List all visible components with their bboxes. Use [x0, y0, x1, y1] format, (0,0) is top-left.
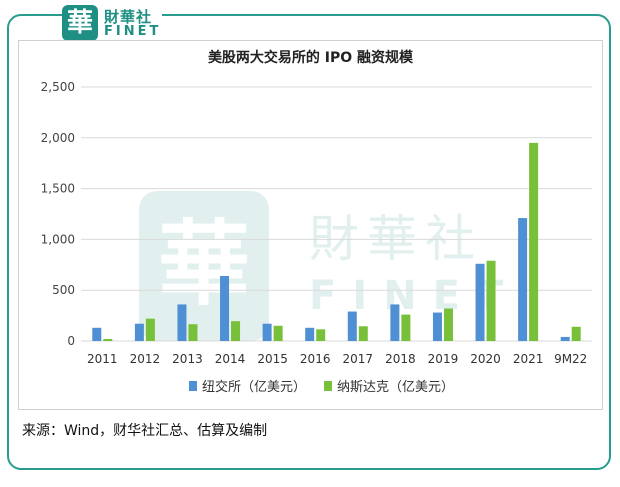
- bar-nyse-9M22: [560, 336, 570, 341]
- x-tick-label: 2017: [343, 352, 374, 366]
- legend-swatch: [324, 381, 332, 391]
- bar-nasdaq-2015: [273, 325, 283, 341]
- bar-nasdaq-2020: [486, 260, 496, 341]
- x-tick-label: 9M22: [554, 352, 587, 366]
- legend-label: 纽交所（亿美元）: [202, 379, 306, 395]
- x-tick-label: 2016: [300, 352, 331, 366]
- brand-name-en: FINET: [104, 24, 162, 39]
- bar-nyse-2020: [475, 263, 485, 341]
- y-tick-label: 1,500: [41, 182, 75, 196]
- brand-logo: 華 財華社 FINET: [62, 5, 162, 41]
- bar-nasdaq-9M22: [571, 326, 581, 341]
- y-tick-label: 2,000: [41, 131, 75, 145]
- bar-nasdaq-2013: [188, 324, 198, 341]
- bar-nasdaq-2011: [103, 338, 113, 341]
- bar-nyse-2018: [390, 304, 400, 341]
- bar-nyse-2014: [220, 275, 230, 341]
- x-tick-label: 2015: [257, 352, 288, 366]
- chart-title: 美股两大交易所的 IPO 融资规模: [207, 50, 414, 66]
- bar-nasdaq-2012: [145, 318, 155, 341]
- y-tick-label: 0: [67, 334, 75, 348]
- bar-nyse-2012: [134, 323, 144, 341]
- y-tick-label: 500: [52, 283, 75, 297]
- bar-nyse-2011: [92, 327, 102, 341]
- bar-nyse-2013: [177, 304, 187, 341]
- x-tick-label: 2011: [87, 352, 118, 366]
- x-tick-label: 2012: [130, 352, 161, 366]
- y-axis: 0 500 1,000 1,500 2,000 2,500: [41, 80, 75, 348]
- bar-nyse-2015: [262, 323, 272, 341]
- source-note: 来源：Wind，财华社汇总、估算及编制: [22, 423, 268, 439]
- bar-nasdaq-2021: [529, 142, 539, 341]
- chart-svg: 華 財華社 FINET 0 500 1,000 1,500 2,000 2,500 201…: [41, 80, 592, 395]
- gridlines: [81, 86, 592, 342]
- x-tick-label: 2014: [215, 352, 246, 366]
- brand-logo-icon: 華: [62, 5, 98, 41]
- legend-label: 纳斯达克（亿美元）: [337, 380, 454, 395]
- watermark: 華 財華社 FINET: [139, 191, 519, 341]
- svg-text:FINET: FINET: [309, 273, 519, 319]
- legend: 纽交所（亿美元） 纳斯达克（亿美元）: [189, 379, 454, 395]
- bar-nyse-2021: [518, 218, 528, 341]
- x-axis: 2011 2012 2013 2014 2015 2016 2017 2018 2019 2020…: [87, 352, 587, 366]
- bar-nyse-2019: [432, 312, 442, 341]
- bar-nyse-2016: [305, 327, 315, 341]
- x-tick-label: 2019: [428, 352, 459, 366]
- y-tick-label: 1,000: [41, 232, 75, 246]
- bar-nyse-2017: [347, 311, 357, 341]
- x-tick-label: 2013: [172, 352, 203, 366]
- svg-text:華: 華: [158, 211, 250, 318]
- bars: [92, 142, 581, 341]
- chart-container: 美股两大交易所的 IPO 融资规模 華 財華社 FINET 0 500 1,000 1…: [18, 40, 603, 410]
- brand-name-cn: 財華社: [104, 8, 153, 26]
- x-tick-label: 2021: [513, 352, 544, 366]
- y-tick-label: 2,500: [41, 80, 75, 94]
- bar-nasdaq-2014: [231, 321, 241, 341]
- bar-nasdaq-2017: [358, 326, 368, 341]
- legend-swatch: [189, 381, 197, 391]
- x-tick-label: 2020: [470, 352, 501, 366]
- bar-nasdaq-2016: [316, 329, 326, 341]
- bar-nasdaq-2018: [401, 314, 411, 341]
- x-tick-label: 2018: [385, 352, 416, 366]
- bar-nasdaq-2019: [443, 308, 453, 341]
